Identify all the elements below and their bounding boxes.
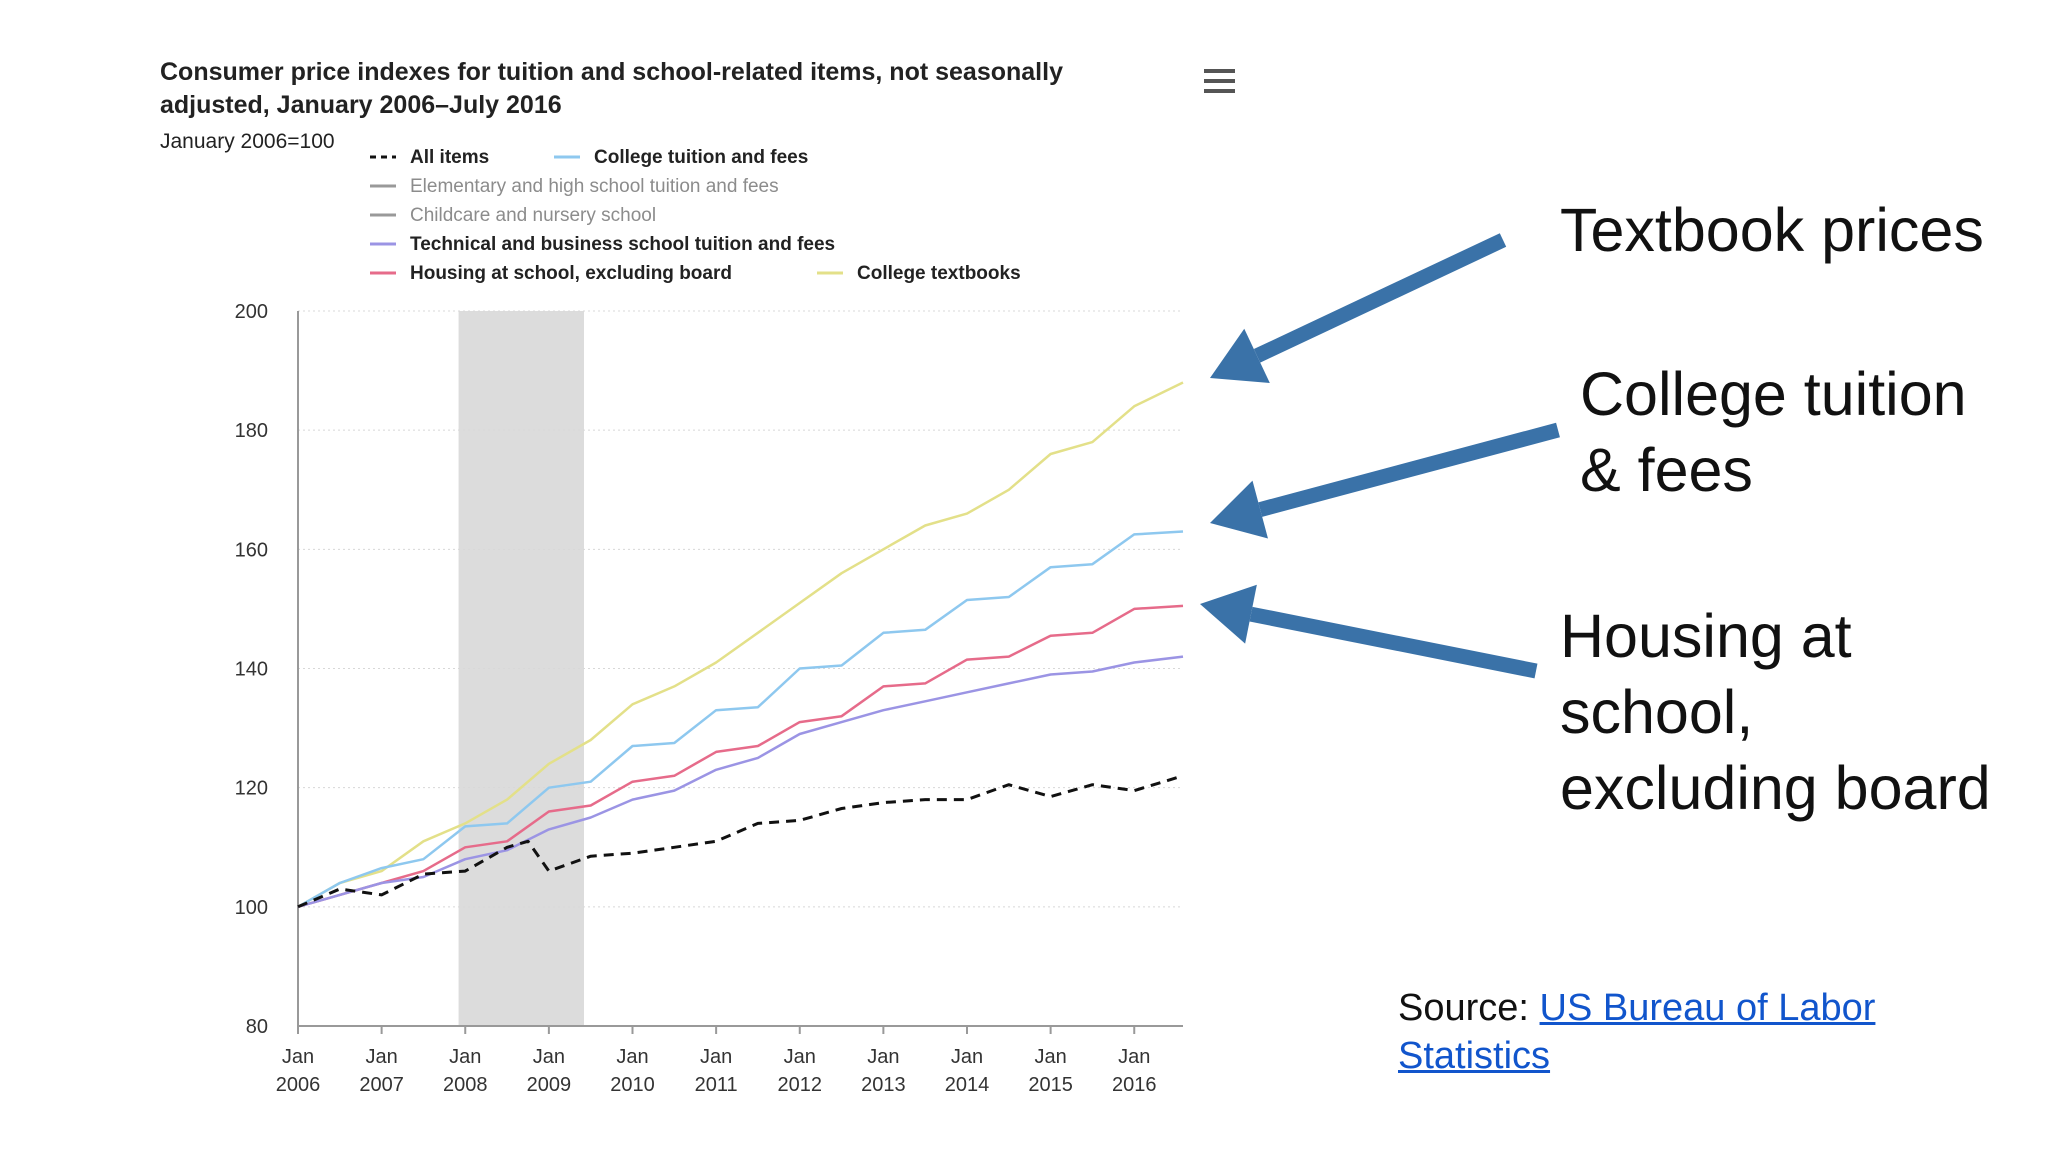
x-tick-year: 2013 — [861, 1074, 906, 1096]
chart-title-line2: adjusted, January 2006–July 2016 — [160, 91, 562, 119]
y-tick-label: 200 — [235, 301, 268, 323]
chart-subtitle: January 2006=100 — [160, 130, 335, 153]
annotation-arrow-shaft — [1249, 606, 1538, 679]
annotation-line: College tuition — [1580, 360, 1967, 428]
series-line-college-tuition-and-fees — [297, 530, 1184, 908]
annotation-line: & fees — [1580, 436, 1753, 504]
series-line-technical-and-business-school-tuition-and-fees — [297, 655, 1184, 909]
chart-legend: All items College tuition and fees Element… — [370, 147, 1021, 284]
annotation-line: Textbook prices — [1560, 196, 1984, 264]
x-tick-month: Jan — [951, 1046, 983, 1068]
annotation-arrows — [1200, 233, 1560, 679]
x-tick-year: 2007 — [359, 1074, 404, 1096]
chart-title-line1: Consumer price indexes for tuition and s… — [160, 58, 1063, 86]
source-link-line1: US Bureau of Labor — [1539, 987, 1876, 1029]
annotation-arrow-head — [1210, 328, 1270, 383]
annotation-college-tuition: College tuition & fees — [1580, 356, 1967, 508]
annotation-textbook-prices: Textbook prices — [1560, 192, 1984, 268]
x-tick-year: 2010 — [610, 1074, 655, 1096]
annotation-housing: Housing at school, excluding board — [1560, 598, 1991, 826]
y-tick-label: 80 — [246, 1016, 268, 1038]
x-tick-year: 2012 — [777, 1074, 822, 1096]
annotation-line: excluding board — [1560, 754, 1991, 822]
x-tick-year: 2015 — [1028, 1074, 1073, 1096]
legend-label: Childcare and nursery school — [410, 205, 656, 226]
x-tick-year: 2011 — [695, 1074, 738, 1096]
annotation-arrow-head — [1210, 480, 1268, 539]
source-prefix: Source: — [1398, 987, 1540, 1029]
source-link[interactable]: US Bureau of Labor Statistics — [1398, 987, 1875, 1077]
x-tick-month: Jan — [533, 1046, 565, 1068]
recession-shading — [458, 311, 584, 1026]
y-tick-label: 160 — [235, 539, 268, 561]
x-tick-year: 2006 — [276, 1074, 321, 1096]
plot-area: 80 100 120 140 160 180 200 Jan 2006 Jan 2007 Jan 200… — [235, 301, 1184, 1096]
annotation-line: Housing at — [1560, 602, 1852, 670]
x-tick-month: Jan — [282, 1046, 314, 1068]
series-line-housing-at-school-excluding-board — [297, 604, 1184, 909]
legend-label: Technical and business school tuition an… — [410, 234, 835, 255]
source-note: Source: US Bureau of Labor Statistics — [1398, 984, 1875, 1080]
x-tick-month: Jan — [784, 1046, 816, 1068]
source-link-line2: Statistics — [1398, 1035, 1551, 1077]
y-tick-label: 140 — [235, 659, 268, 681]
legend-label: All items — [410, 147, 489, 168]
menu-icon[interactable] — [1204, 69, 1235, 93]
annotation-arrow-shaft — [1258, 422, 1560, 517]
annotation-line: school, — [1560, 678, 1754, 746]
x-tick-month: Jan — [616, 1046, 648, 1068]
legend-label: College textbooks — [857, 263, 1021, 284]
x-tick-month: Jan — [449, 1046, 481, 1068]
legend-label: College tuition and fees — [594, 147, 808, 168]
legend-label: Housing at school, excluding board — [410, 263, 732, 284]
annotation-arrow-head — [1200, 584, 1257, 644]
series-line-college-textbooks — [297, 381, 1184, 908]
x-tick-year: 2014 — [945, 1074, 990, 1096]
annotation-arrow-shaft — [1253, 233, 1507, 363]
x-tick-year: 2008 — [443, 1074, 488, 1096]
x-tick-month: Jan — [1034, 1046, 1066, 1068]
x-tick-month: Jan — [1118, 1046, 1150, 1068]
y-tick-label: 180 — [235, 420, 268, 442]
x-tick-month: Jan — [867, 1046, 899, 1068]
x-tick-month: Jan — [365, 1046, 397, 1068]
y-tick-label: 120 — [235, 778, 268, 800]
series-line-all-items — [297, 774, 1184, 909]
x-tick-year: 2016 — [1112, 1074, 1157, 1096]
x-tick-year: 2009 — [527, 1074, 572, 1096]
y-tick-label: 100 — [235, 897, 268, 919]
legend-label: Elementary and high school tuition and f… — [410, 176, 779, 197]
x-tick-month: Jan — [700, 1046, 732, 1068]
